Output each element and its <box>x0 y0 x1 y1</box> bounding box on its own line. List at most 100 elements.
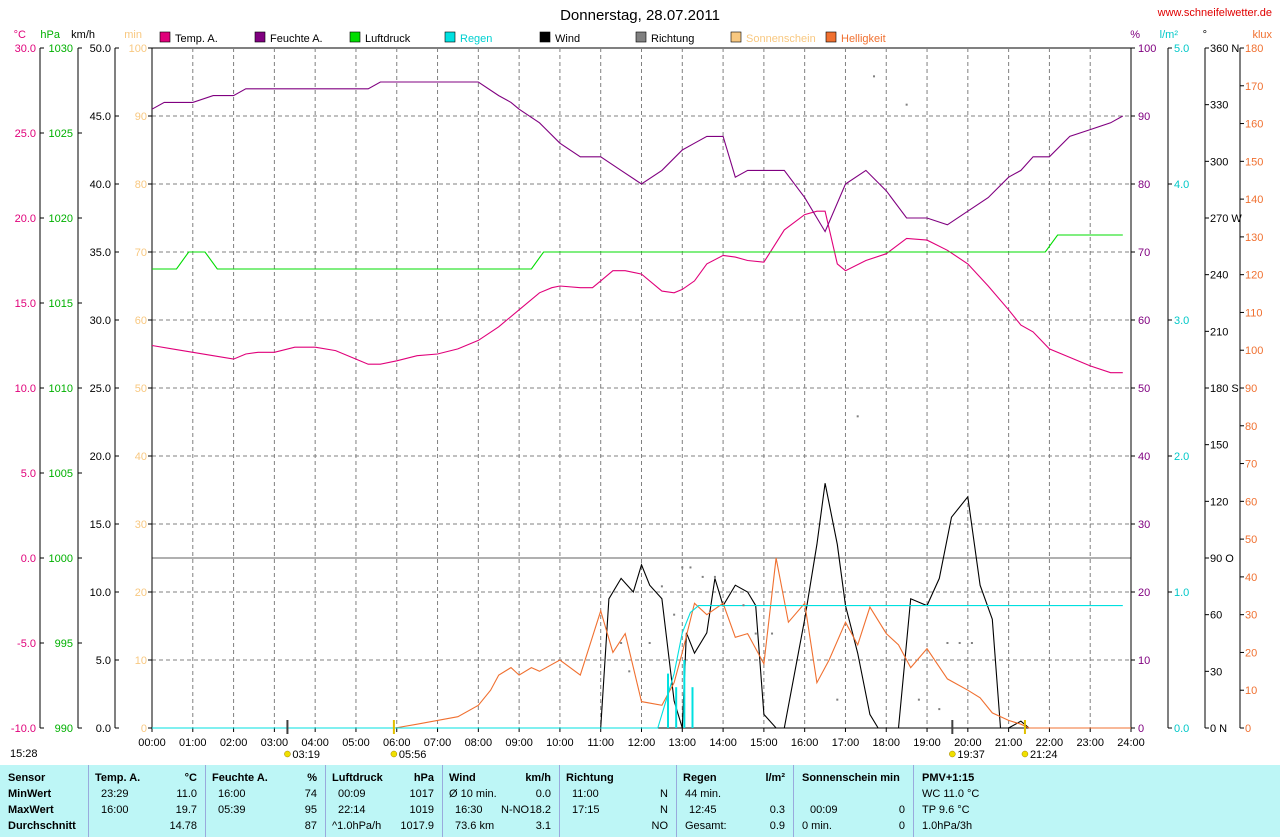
direction-point <box>681 566 684 569</box>
x-tick-label: 02:00 <box>220 737 248 749</box>
pressure-axis-title: hPa <box>40 29 60 41</box>
stats-col-direction: Richtung 11:00 N 17:15 N NO <box>559 765 676 837</box>
x-tick-label: 19:00 <box>913 737 941 749</box>
rain-tick-label: 0.0 <box>1174 723 1189 735</box>
legend-swatch <box>825 31 837 43</box>
direction-tick-label: 30 <box>1210 666 1222 678</box>
direction-tick-label: 180 S <box>1210 383 1239 395</box>
temp-tick-label: 15.0 <box>15 298 36 310</box>
pressure-tick-label: 1010 <box>49 383 73 395</box>
wind-min: 0.0 <box>535 788 551 800</box>
x-tick-label: 06:00 <box>383 737 411 749</box>
stats-col-rain: Regen l/m² 44 min. 12:45 0.3 Gesamt: 0.9 <box>676 765 793 837</box>
pressure-max-time: 22:14 <box>338 804 366 816</box>
humidity-tick-label: 100 <box>1138 43 1156 55</box>
temp-axis-title: °C <box>14 29 26 41</box>
humidity-title: Feuchte A. <box>212 772 268 784</box>
pmv-title: PMV+1:15 <box>922 772 975 784</box>
time-marker-label: 19:37 <box>957 749 985 761</box>
temp-title: Temp. A. <box>95 772 141 784</box>
lux-tick-label: 100 <box>1245 345 1263 357</box>
wind-tick-label: 15.0 <box>90 519 111 531</box>
direction-point <box>628 670 631 673</box>
rain-min-text: 44 min. <box>685 788 722 800</box>
pressure-max: 1019 <box>409 804 434 816</box>
legend-label: Temp. A. <box>175 33 218 45</box>
pmv-line3: 1.0hPa/3h <box>922 820 973 832</box>
pressure-tick-label: 995 <box>55 638 73 650</box>
humidity-min-time: 16:00 <box>218 788 246 800</box>
site-link[interactable]: www.schneifelwetter.de <box>1157 7 1272 19</box>
series-line-regen <box>152 605 1123 729</box>
legend-label: Regen <box>460 33 492 45</box>
x-tick-label: 07:00 <box>424 737 452 749</box>
direction-tick-label: 210 <box>1210 326 1228 338</box>
direction-min: N <box>660 788 668 800</box>
direction-point <box>970 642 973 644</box>
x-tick-label: 05:00 <box>342 737 370 749</box>
direction-point <box>713 575 716 578</box>
lux-tick-label: 130 <box>1245 232 1263 244</box>
legend-swatch <box>349 31 361 43</box>
legend-label: Feuchte A. <box>270 33 323 45</box>
wind-tick-label: 30.0 <box>90 315 111 327</box>
direction-point <box>689 566 692 569</box>
wind-tick-label: 5.0 <box>96 655 111 667</box>
wind-tick-label: 25.0 <box>90 383 111 395</box>
humidity-tick-label: 0 <box>1138 723 1144 735</box>
humidity-tick-label: 50 <box>1138 383 1150 395</box>
rain-tick-label: 5.0 <box>1174 43 1189 55</box>
lux-axis-title: klux <box>1252 29 1272 41</box>
lux-tick-label: 110 <box>1245 307 1263 319</box>
x-tick-label: 03:00 <box>261 737 289 749</box>
sunshine-max-time: 00:09 <box>810 804 838 816</box>
direction-tick-label: 150 <box>1210 440 1228 452</box>
time-marker-label: 03:19 <box>292 749 320 761</box>
direction-tick-label: 90 O <box>1210 553 1234 565</box>
sun-tick-label: 30 <box>135 519 147 531</box>
rain-max-time: 12:45 <box>689 804 717 816</box>
series-line-luftdruck <box>152 234 1123 270</box>
chart-title: Donnerstag, 28.07.2011 <box>560 7 720 24</box>
humidity-tick-label: 80 <box>1138 179 1150 191</box>
legend-label: Sonnenschein <box>746 33 816 45</box>
pressure-tick-label: 1005 <box>49 468 73 480</box>
sunshine-total: 0 <box>898 820 905 832</box>
temp-max: 19.7 <box>175 804 197 816</box>
temp-tick-label: 10.0 <box>15 383 36 395</box>
wind-tick-label: 35.0 <box>90 247 111 259</box>
direction-point <box>873 75 876 78</box>
direction-point <box>946 642 949 644</box>
temp-tick-label: 20.0 <box>15 213 36 225</box>
x-tick-label: 16:00 <box>791 737 819 749</box>
x-tick-label: 11:00 <box>587 737 614 749</box>
direction-tick-label: 0 N <box>1210 723 1227 735</box>
lux-tick-label: 120 <box>1245 270 1263 282</box>
x-tick-label: 14:00 <box>709 737 737 749</box>
pressure-avg: 1017.9 <box>400 820 434 832</box>
wind-tick-label: 50.0 <box>90 43 111 55</box>
temp-tick-label: 5.0 <box>21 468 36 480</box>
sun-tick-label: 20 <box>135 587 147 599</box>
legend-swatch <box>444 31 456 43</box>
direction-min-time: 11:00 <box>572 788 599 800</box>
temp-unit: °C <box>184 772 197 784</box>
temp-max-time: 16:00 <box>101 804 129 816</box>
direction-point <box>754 632 757 635</box>
direction-point <box>958 642 961 644</box>
sun-tick-label: 0 <box>141 723 147 735</box>
legend-label: Helligkeit <box>841 33 886 45</box>
legend-swatch <box>159 31 171 43</box>
legend: Temp. A. Feuchte A. Luftdruck Regen Wind Rich… <box>159 31 886 45</box>
sun-tick-label: 40 <box>135 451 147 463</box>
lux-tick-label: 180 <box>1245 43 1263 55</box>
stats-col-sensor: Sensor MinWert MaxWert Durchschnitt <box>0 765 88 837</box>
humidity-axis-title: % <box>1130 29 1140 41</box>
pressure-tick-label: 990 <box>55 723 73 735</box>
legend-label: Wind <box>555 33 580 45</box>
x-tick-label: 10:00 <box>546 737 574 749</box>
stats-label-max: MaxWert <box>8 804 54 816</box>
stats-col-sunshine: Sonnenschein min 00:09 0 0 min. 0 <box>793 765 913 837</box>
x-tick-label: 13:00 <box>669 737 697 749</box>
temp-tick-label: 25.0 <box>15 128 36 140</box>
